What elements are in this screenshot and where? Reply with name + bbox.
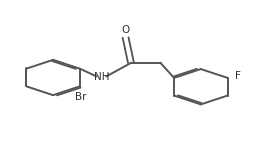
Text: NH: NH bbox=[94, 73, 109, 82]
Text: F: F bbox=[235, 71, 241, 81]
Text: Br: Br bbox=[75, 92, 87, 102]
Text: O: O bbox=[121, 25, 129, 35]
